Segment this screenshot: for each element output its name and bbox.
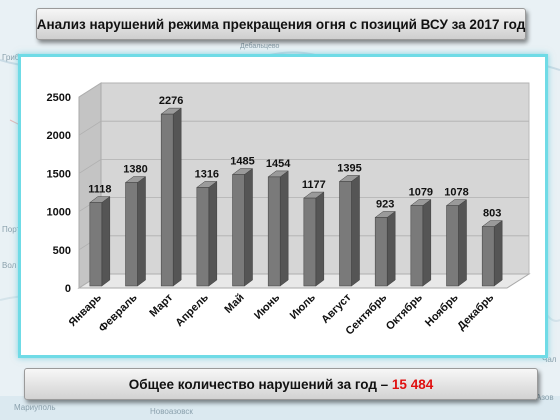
x-tick-label: Декабрь	[455, 291, 496, 332]
x-tick-label: Июнь	[252, 291, 282, 321]
x-tick-label: Август	[319, 291, 354, 326]
data-label: 1380	[123, 164, 147, 176]
data-label: 1485	[230, 156, 254, 168]
total-label-text: Общее количество нарушений за год –	[128, 376, 392, 392]
x-tick-label: Февраль	[97, 291, 140, 334]
data-label: 923	[376, 198, 394, 210]
x-tick-label: Апрель	[173, 291, 211, 329]
data-label: 1454	[266, 158, 291, 170]
data-label: 1316	[195, 168, 219, 180]
bar-side	[101, 196, 111, 287]
bar-chart: 050010001500200025001118Январь1380Феврал…	[47, 82, 531, 337]
bar	[481, 226, 495, 287]
map-label: Вол	[2, 261, 17, 270]
total-value: 15 484	[391, 376, 434, 392]
data-label: 803	[483, 208, 501, 220]
y-tick-label: 1000	[47, 207, 71, 219]
bar-side	[386, 210, 396, 287]
data-label: 1078	[444, 187, 468, 199]
data-label: 1079	[409, 187, 433, 199]
map-label: Чал	[542, 355, 557, 364]
gridline	[78, 159, 529, 174]
data-label: 1177	[302, 179, 326, 191]
bar-side	[315, 191, 325, 287]
x-tick-label: Март	[147, 291, 175, 319]
chart-title: Анализ нарушений режима прекращения огня…	[36, 16, 526, 32]
chart-panel: 0 500 1000 1500 2000 2500 1118 Январь 1380 Феврал…	[18, 54, 548, 358]
y-tick-label: 500	[53, 245, 71, 257]
total-banner: Общее количество нарушений за год – 15 4…	[24, 368, 538, 400]
bar	[232, 174, 245, 287]
bar	[303, 197, 317, 287]
bar	[410, 205, 424, 287]
y-tick-label: 2000	[47, 130, 71, 142]
bar-side	[208, 180, 218, 287]
bar-side	[351, 174, 360, 287]
bar	[339, 181, 352, 287]
bar	[446, 205, 459, 287]
bar	[196, 187, 210, 287]
bar-side	[172, 107, 182, 287]
bar	[125, 182, 138, 287]
map-label: Грибово	[2, 53, 33, 62]
data-label: 2276	[159, 95, 183, 107]
bar-side	[458, 199, 467, 287]
map-label: Дебальцево	[240, 42, 279, 50]
bar	[374, 217, 388, 287]
bar-side	[279, 170, 289, 287]
map-label: Порт	[2, 225, 20, 234]
y-tick-label: 2500	[47, 92, 71, 104]
gridline	[78, 120, 529, 136]
title-banner: Анализ нарушений режима прекращения огня…	[36, 8, 526, 40]
total-label: Общее количество нарушений за год – 15 4…	[129, 377, 433, 392]
bar-side	[244, 168, 253, 287]
x-tick-label: Октябрь	[384, 291, 425, 332]
bar	[160, 113, 174, 287]
map-label: Мариуполь	[14, 403, 56, 412]
bar-side	[137, 176, 146, 287]
x-tick-label: Июль	[288, 291, 318, 321]
data-label: 1395	[337, 162, 361, 174]
x-tick-label: Май	[222, 292, 246, 316]
bar	[267, 176, 281, 287]
bar-side	[493, 220, 503, 287]
y-tick-label: 0	[65, 283, 71, 295]
map-label: Новоазовск	[150, 407, 193, 416]
gridline	[78, 82, 529, 98]
bar	[89, 202, 103, 287]
data-label: 1118	[88, 184, 111, 196]
bar-side	[422, 199, 432, 287]
y-tick-label: 1500	[47, 168, 71, 180]
map-label: Азов	[536, 393, 554, 402]
